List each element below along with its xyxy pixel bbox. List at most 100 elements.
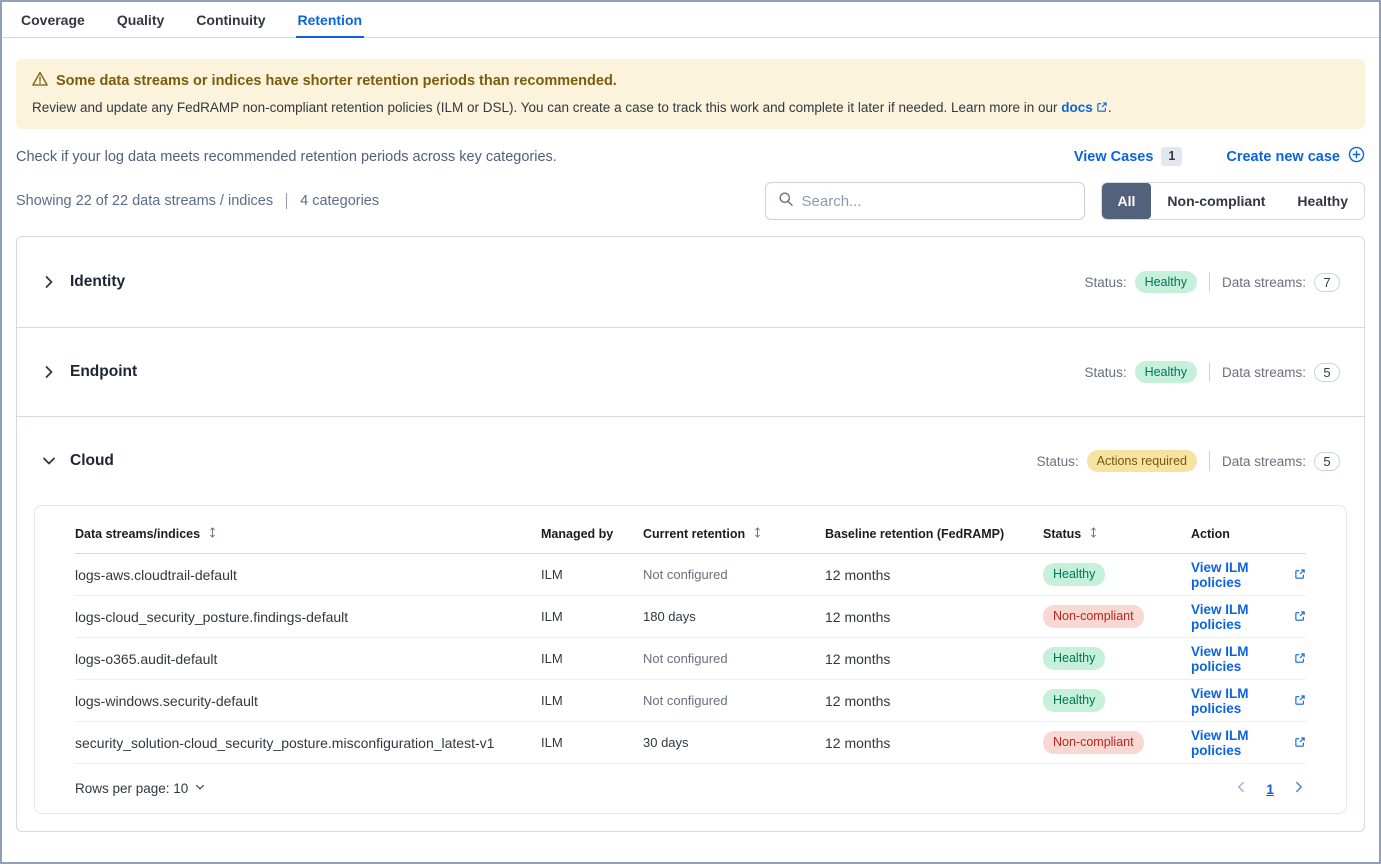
view-ilm-policies-link[interactable]: View ILM policies [1191,644,1306,674]
external-link-icon [1294,610,1306,625]
chevron-down-icon[interactable] [41,453,57,469]
chevron-down-icon [194,781,206,796]
managed-by-value: ILM [541,567,563,582]
create-new-case-link[interactable]: Create new case [1226,146,1365,167]
status-filter-group: All Non-compliant Healthy [1100,182,1365,220]
warning-callout: Some data streams or indices have shorte… [16,59,1365,129]
data-streams-label: Data streams: [1221,274,1306,290]
action-label: View ILM policies [1191,644,1249,674]
managed-by-value: ILM [541,651,563,666]
status-label: Status: [1084,274,1127,290]
table-row: logs-cloud_security_posture.findings-def… [75,596,1306,638]
search-input[interactable] [801,192,1072,210]
managed-by-value: ILM [541,609,563,624]
action-cell: View ILM policies [1191,559,1306,590]
action-cell: View ILM policies [1191,601,1306,632]
table-row: security_solution-cloud_security_posture… [75,722,1306,764]
cases-count-badge: 1 [1161,147,1183,166]
results-summary: Showing 22 of 22 data streams / indices … [16,193,379,209]
current-retention-value: 30 days [643,735,689,750]
filter-healthy-button[interactable]: Healthy [1281,183,1364,219]
status-label: Status: [1084,364,1127,380]
search-box[interactable] [764,182,1085,220]
meta-divider [1208,272,1210,292]
col-header-label: Current retention [643,527,746,541]
data-streams-count: 7 [1314,272,1340,292]
category-identity-title: Identity [70,273,126,290]
current-retention-value: Not configured [643,567,728,582]
page-number[interactable]: 1 [1266,780,1274,797]
intro-text: Check if your log data meets recommended… [16,148,557,165]
status-badge: Non-compliant [1043,731,1144,754]
category-endpoint-header[interactable]: Endpoint Status: Healthy Data streams: 5 [17,328,1364,416]
managed-by-value: ILM [541,693,563,708]
category-identity-header[interactable]: Identity Status: Healthy Data streams: 7 [17,237,1364,327]
status-badge: Healthy [1134,360,1197,384]
create-case-label: Create new case [1226,148,1340,165]
view-ilm-policies-link[interactable]: View ILM policies [1191,728,1306,758]
retention-table-card: Data streams/indices Managed by Current … [34,505,1347,814]
chevron-right-icon [1292,780,1306,797]
col-header-baseline-retention: Baseline retention (FedRAMP) [825,527,1043,541]
view-cases-link[interactable]: View Cases 1 [1074,147,1183,166]
previous-page-button[interactable] [1234,780,1248,797]
data-stream-name: security_solution-cloud_security_posture… [75,734,495,751]
warning-callout-body: Review and update any FedRAMP non-compli… [32,100,1349,116]
docs-link[interactable]: docs [1061,100,1108,115]
status-cell: Non-compliant [1043,605,1191,628]
data-streams-label: Data streams: [1221,453,1306,469]
showing-count: Showing 22 of 22 data streams / indices [16,193,274,209]
action-cell: View ILM policies [1191,643,1306,674]
category-endpoint: Endpoint Status: Healthy Data streams: 5 [17,327,1364,416]
table-row: logs-aws.cloudtrail-default ILM Not conf… [75,554,1306,596]
plus-circle-icon [1348,146,1365,167]
tab-coverage[interactable]: Coverage [21,12,85,28]
meta-divider [1208,362,1210,382]
categories-card: Identity Status: Healthy Data streams: 7 [16,236,1365,832]
warning-icon [32,71,48,91]
baseline-retention-value: 12 months [825,650,891,667]
category-cloud-body: Data streams/indices Managed by Current … [17,505,1364,831]
chevron-right-icon[interactable] [41,274,57,290]
view-ilm-policies-link[interactable]: View ILM policies [1191,686,1306,716]
col-header-label: Data streams/indices [75,527,201,541]
meta-divider [1208,451,1210,471]
sort-icon [751,526,764,542]
col-header-label: Managed by [541,527,614,541]
external-link-icon [1294,568,1306,583]
category-cloud-title: Cloud [70,452,114,469]
view-ilm-policies-link[interactable]: View ILM policies [1191,602,1306,632]
filter-all-button[interactable]: All [1101,183,1152,219]
docs-link-label: docs [1061,100,1093,115]
baseline-retention-value: 12 months [825,692,891,709]
rows-per-page-button[interactable]: Rows per page: 10 [75,781,206,796]
summary-divider [286,193,288,209]
col-header-status[interactable]: Status [1043,526,1191,542]
tab-retention[interactable]: Retention [295,2,365,38]
chevron-right-icon[interactable] [41,364,57,380]
category-cloud-header[interactable]: Cloud Status: Actions required Data stre… [17,417,1364,505]
table-footer: Rows per page: 10 1 [75,780,1306,797]
col-header-data-streams[interactable]: Data streams/indices [75,526,541,542]
status-cell: Healthy [1043,647,1191,670]
tab-quality[interactable]: Quality [116,12,165,28]
tab-continuity[interactable]: Continuity [196,12,266,28]
filter-non-compliant-button[interactable]: Non-compliant [1151,183,1281,219]
baseline-retention-value: 12 months [825,608,891,625]
current-retention-value: Not configured [643,651,728,666]
data-stream-name: logs-cloud_security_posture.findings-def… [75,608,349,625]
col-header-current-retention[interactable]: Current retention [643,526,825,542]
status-badge: Healthy [1043,689,1106,712]
sort-icon [206,526,219,542]
baseline-retention-value: 12 months [825,566,891,583]
category-endpoint-meta: Status: Healthy Data streams: 5 [1084,360,1340,384]
status-badge: Non-compliant [1043,605,1144,628]
next-page-button[interactable] [1292,780,1306,797]
categories-count: 4 categories [300,193,380,209]
view-ilm-policies-link[interactable]: View ILM policies [1191,560,1306,590]
status-badge: Healthy [1043,647,1106,670]
data-stream-name: logs-windows.security-default [75,692,258,709]
warning-body-text: Review and update any FedRAMP non-compli… [32,100,1062,115]
page-content: Some data streams or indices have shorte… [2,59,1379,832]
current-retention-value: 180 days [643,609,696,624]
